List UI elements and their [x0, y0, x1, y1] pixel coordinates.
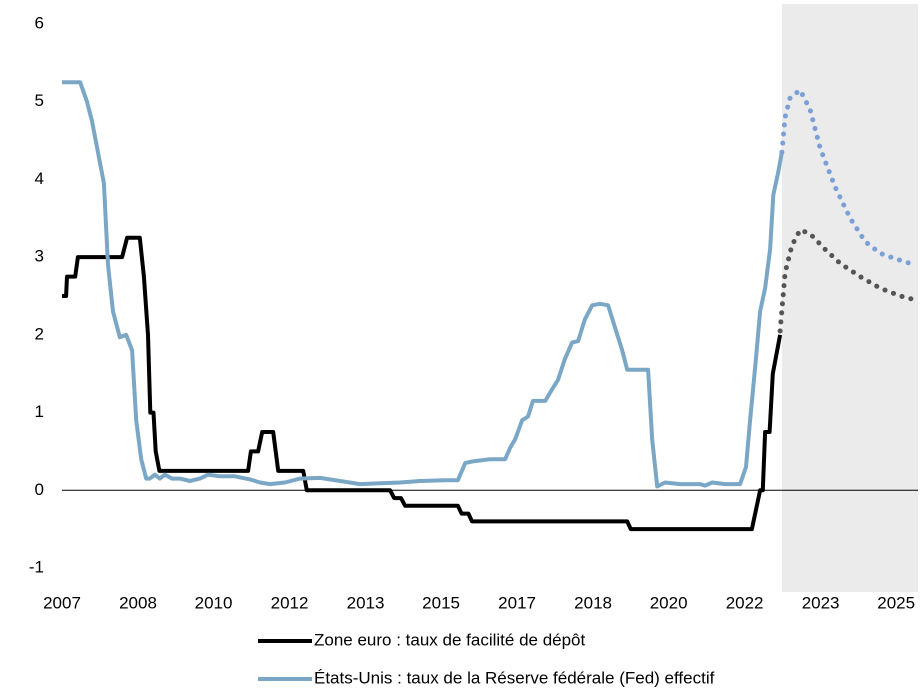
x-tick-label: 2022	[726, 593, 764, 612]
y-tick-label: 5	[35, 91, 44, 110]
x-tick-label: 2008	[119, 593, 157, 612]
x-tick-label: 2007	[43, 593, 81, 612]
series-line	[779, 87, 913, 266]
x-tick-label: 2023	[802, 593, 840, 612]
y-tick-label: 2	[35, 324, 44, 343]
y-tick-label: 3	[35, 247, 44, 266]
y-tick-label: 1	[35, 402, 44, 421]
y-tick-label: 6	[35, 13, 44, 32]
series-line	[62, 235, 783, 532]
x-tick-label: 2018	[574, 593, 612, 612]
y-tick-label: -1	[29, 557, 44, 576]
x-tick-label: 2015	[422, 593, 460, 612]
x-tick-label: 2012	[271, 593, 309, 612]
series-line	[62, 80, 784, 489]
x-tick-label: 2025	[877, 593, 915, 612]
x-tick-label: 2013	[347, 593, 385, 612]
x-tick-label: 2020	[650, 593, 688, 612]
legend-label: Zone euro : taux de facilité de dépôt	[314, 630, 586, 649]
x-tick-label: 2017	[498, 593, 536, 612]
x-tick-label: 2010	[195, 593, 233, 612]
y-tick-label: 0	[35, 480, 44, 499]
series-line	[777, 227, 918, 334]
y-tick-label: 4	[35, 169, 44, 188]
legend-label: États-Unis : taux de la Réserve fédérale…	[314, 668, 715, 687]
